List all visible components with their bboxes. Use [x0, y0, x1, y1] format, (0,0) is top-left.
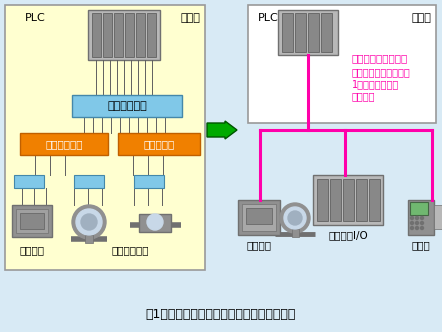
- Circle shape: [411, 216, 414, 219]
- Bar: [118, 133, 200, 155]
- Bar: [12, 205, 52, 237]
- Text: 分析器: 分析器: [412, 240, 431, 250]
- Text: PLC: PLC: [25, 13, 46, 23]
- Bar: [330, 179, 341, 221]
- Circle shape: [415, 216, 419, 219]
- Bar: [103, 13, 112, 57]
- Circle shape: [411, 221, 414, 224]
- Bar: [134, 175, 164, 188]
- Bar: [147, 13, 156, 57]
- Bar: [88, 10, 160, 60]
- Text: 端子ブロック: 端子ブロック: [45, 139, 83, 149]
- Text: 1本のケーブルで: 1本のケーブルで: [352, 79, 399, 89]
- Circle shape: [415, 226, 419, 229]
- Bar: [139, 214, 171, 232]
- Bar: [14, 175, 44, 188]
- Bar: [292, 229, 299, 237]
- Bar: [136, 13, 145, 57]
- Text: PLC: PLC: [258, 13, 279, 23]
- Bar: [408, 200, 434, 235]
- Text: 図1　フィールドバス採用による省配線の例: 図1 フィールドバス採用による省配線の例: [146, 308, 296, 321]
- Bar: [369, 179, 380, 221]
- Circle shape: [420, 216, 423, 219]
- Circle shape: [415, 221, 419, 224]
- Bar: [85, 235, 93, 243]
- Bar: [242, 204, 276, 231]
- Bar: [72, 95, 182, 117]
- Bar: [5, 5, 205, 270]
- Circle shape: [72, 205, 106, 239]
- Bar: [238, 200, 280, 235]
- Bar: [92, 13, 101, 57]
- Bar: [246, 208, 272, 224]
- Circle shape: [411, 226, 414, 229]
- Bar: [356, 179, 367, 221]
- Text: フィールドバス採用: フィールドバス採用: [352, 53, 408, 63]
- Bar: [308, 13, 319, 52]
- Circle shape: [420, 221, 423, 224]
- Bar: [434, 205, 442, 229]
- Bar: [313, 175, 383, 225]
- Bar: [321, 13, 332, 52]
- Bar: [282, 13, 293, 52]
- Bar: [20, 213, 44, 229]
- Circle shape: [284, 207, 306, 229]
- Text: 数百、数千のデータが: 数百、数千のデータが: [352, 67, 411, 77]
- Text: 制御盤: 制御盤: [411, 13, 431, 23]
- Bar: [114, 13, 123, 57]
- Bar: [343, 179, 354, 221]
- Bar: [74, 175, 104, 188]
- Text: 各種現場機器: 各種現場機器: [111, 245, 149, 255]
- Circle shape: [288, 211, 302, 225]
- Text: 制御盤: 制御盤: [180, 13, 200, 23]
- Bar: [248, 5, 436, 123]
- Bar: [410, 202, 428, 215]
- Text: 伝送可能: 伝送可能: [352, 91, 376, 101]
- Bar: [295, 13, 306, 52]
- Circle shape: [420, 226, 423, 229]
- Circle shape: [280, 203, 310, 233]
- Text: ドライブ: ドライブ: [19, 245, 45, 255]
- Bar: [317, 179, 328, 221]
- Text: リモートI/O: リモートI/O: [328, 230, 368, 240]
- Bar: [16, 209, 48, 233]
- Text: 安全バリア: 安全バリア: [143, 139, 175, 149]
- FancyArrow shape: [207, 121, 237, 139]
- Circle shape: [147, 214, 163, 230]
- Circle shape: [81, 214, 97, 230]
- Bar: [20, 133, 108, 155]
- Text: ドライブ: ドライブ: [247, 240, 271, 250]
- Text: 端子ブロック: 端子ブロック: [107, 101, 147, 111]
- Bar: [125, 13, 134, 57]
- Bar: [278, 10, 338, 55]
- Circle shape: [76, 209, 102, 235]
